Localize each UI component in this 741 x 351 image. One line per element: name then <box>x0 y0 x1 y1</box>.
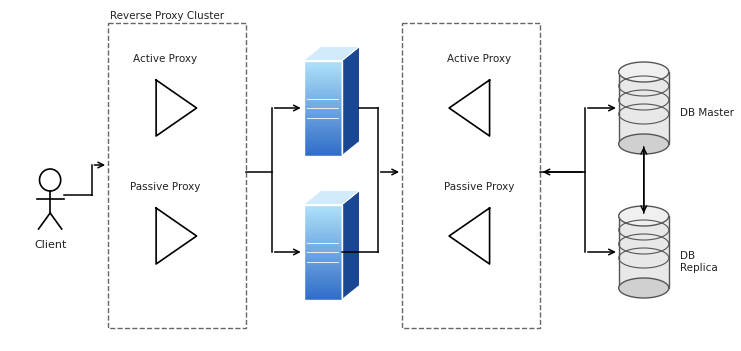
Polygon shape <box>304 99 342 101</box>
Polygon shape <box>304 207 342 209</box>
Polygon shape <box>304 146 342 148</box>
Polygon shape <box>304 240 342 243</box>
Polygon shape <box>304 65 342 68</box>
Ellipse shape <box>619 278 669 298</box>
Polygon shape <box>304 236 342 238</box>
Polygon shape <box>304 295 342 297</box>
Polygon shape <box>304 224 342 226</box>
Polygon shape <box>304 261 342 264</box>
Polygon shape <box>304 243 342 245</box>
Polygon shape <box>304 110 342 113</box>
Polygon shape <box>304 108 342 110</box>
Polygon shape <box>304 139 342 141</box>
Polygon shape <box>304 63 342 65</box>
Polygon shape <box>304 91 342 94</box>
Text: Client: Client <box>34 240 66 250</box>
Polygon shape <box>304 132 342 134</box>
Polygon shape <box>304 297 342 299</box>
Polygon shape <box>304 238 342 240</box>
Polygon shape <box>304 269 342 271</box>
Polygon shape <box>304 276 342 278</box>
Polygon shape <box>304 122 342 125</box>
Text: Active Proxy: Active Proxy <box>133 54 197 64</box>
Polygon shape <box>304 125 342 127</box>
Polygon shape <box>304 70 342 72</box>
Polygon shape <box>304 233 342 236</box>
Polygon shape <box>304 259 342 261</box>
Polygon shape <box>304 130 342 132</box>
Polygon shape <box>342 191 359 299</box>
Polygon shape <box>304 283 342 285</box>
Polygon shape <box>304 75 342 77</box>
Polygon shape <box>304 134 342 137</box>
Polygon shape <box>304 247 342 250</box>
Polygon shape <box>304 292 342 295</box>
Polygon shape <box>304 144 342 146</box>
Polygon shape <box>304 245 342 247</box>
Polygon shape <box>304 68 342 70</box>
Polygon shape <box>304 101 342 103</box>
Polygon shape <box>304 151 342 153</box>
Polygon shape <box>304 271 342 273</box>
Polygon shape <box>304 191 359 205</box>
Polygon shape <box>304 290 342 292</box>
Polygon shape <box>304 94 342 96</box>
Polygon shape <box>304 141 342 144</box>
Polygon shape <box>304 79 342 82</box>
Polygon shape <box>304 120 342 122</box>
Polygon shape <box>304 205 342 207</box>
Polygon shape <box>304 46 359 60</box>
Polygon shape <box>304 84 342 87</box>
Polygon shape <box>304 137 342 139</box>
Text: Passive Proxy: Passive Proxy <box>130 182 200 192</box>
Polygon shape <box>304 266 342 269</box>
Polygon shape <box>304 72 342 75</box>
Polygon shape <box>304 254 342 257</box>
Polygon shape <box>304 221 342 224</box>
Polygon shape <box>304 280 342 283</box>
Ellipse shape <box>619 134 669 154</box>
Ellipse shape <box>619 62 669 82</box>
Polygon shape <box>304 278 342 280</box>
Polygon shape <box>304 250 342 252</box>
Polygon shape <box>304 219 342 221</box>
Polygon shape <box>304 115 342 118</box>
Polygon shape <box>304 89 342 91</box>
Bar <box>619 216 669 288</box>
Polygon shape <box>304 96 342 99</box>
Polygon shape <box>304 118 342 120</box>
Polygon shape <box>304 113 342 115</box>
Polygon shape <box>304 216 342 219</box>
Polygon shape <box>304 231 342 233</box>
Polygon shape <box>304 148 342 151</box>
Text: Passive Proxy: Passive Proxy <box>444 182 514 192</box>
Polygon shape <box>304 257 342 259</box>
Polygon shape <box>304 77 342 79</box>
Polygon shape <box>304 87 342 89</box>
Polygon shape <box>342 46 359 155</box>
Text: DB Master: DB Master <box>680 108 734 118</box>
Polygon shape <box>304 82 342 84</box>
Polygon shape <box>304 212 342 214</box>
Polygon shape <box>304 273 342 276</box>
Polygon shape <box>304 287 342 290</box>
Text: DB
Replica: DB Replica <box>680 251 718 273</box>
Bar <box>619 72 669 144</box>
Polygon shape <box>304 153 342 155</box>
Polygon shape <box>304 127 342 130</box>
Polygon shape <box>304 264 342 266</box>
Polygon shape <box>304 228 342 231</box>
Polygon shape <box>304 103 342 106</box>
Polygon shape <box>304 226 342 228</box>
Text: Reverse Proxy Cluster: Reverse Proxy Cluster <box>110 11 224 21</box>
Polygon shape <box>304 106 342 108</box>
Text: Active Proxy: Active Proxy <box>447 54 511 64</box>
Polygon shape <box>304 252 342 254</box>
Polygon shape <box>304 209 342 212</box>
Polygon shape <box>304 60 342 63</box>
Polygon shape <box>304 285 342 287</box>
Polygon shape <box>304 214 342 216</box>
Ellipse shape <box>619 206 669 226</box>
